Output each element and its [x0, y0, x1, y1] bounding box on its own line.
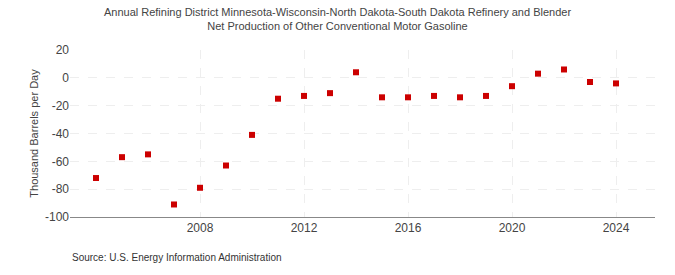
svg-text:-100: -100: [45, 210, 69, 224]
svg-text:2016: 2016: [395, 221, 422, 235]
svg-text:20: 20: [56, 43, 70, 57]
svg-text:-80: -80: [52, 182, 70, 196]
svg-text:Annual Refining District Minne: Annual Refining District Minnesota-Wisco…: [104, 6, 571, 32]
svg-text:2024: 2024: [603, 221, 630, 235]
svg-text:-60: -60: [52, 155, 70, 169]
svg-text:0: 0: [62, 71, 69, 85]
svg-text:2020: 2020: [499, 221, 526, 235]
svg-text:-20: -20: [52, 99, 70, 113]
svg-text:Thousand Barrels per Day: Thousand Barrels per Day: [28, 69, 40, 198]
svg-text:Source: U.S. Energy Informatio: Source: U.S. Energy Information Administ…: [72, 252, 282, 263]
svg-text:2008: 2008: [187, 221, 214, 235]
svg-text:2012: 2012: [291, 221, 318, 235]
svg-text:-40: -40: [52, 127, 70, 141]
